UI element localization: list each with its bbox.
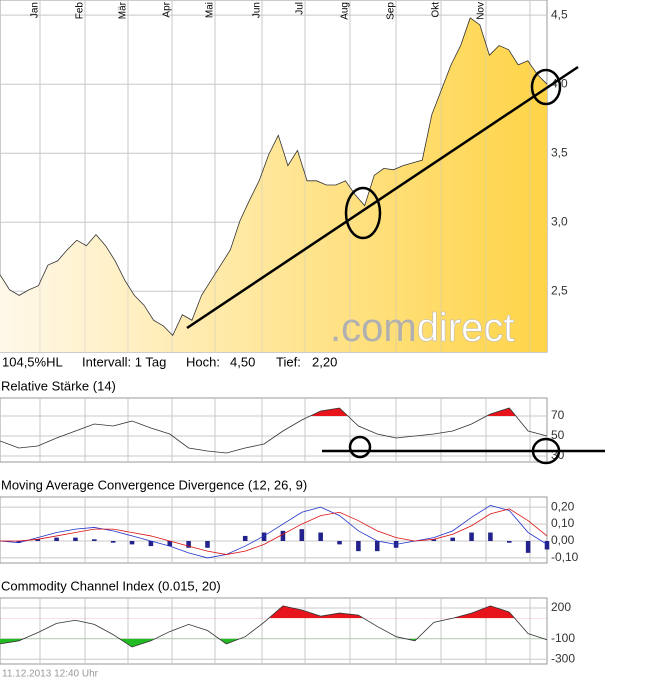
histogram-bar (374, 541, 380, 552)
y-tick-label: 70 (551, 408, 565, 422)
y-tick-label: -300 (551, 651, 575, 665)
oversold-fill (0, 638, 547, 647)
histogram-bar (318, 532, 323, 541)
indicator-line (0, 605, 548, 648)
month-label: Apr (162, 1, 173, 17)
histogram-bar (506, 541, 512, 543)
panel-title: Moving Average Convergence Divergence (1… (1, 477, 307, 492)
annotation (344, 186, 382, 240)
month-label: Aug (340, 2, 351, 20)
annotation (531, 437, 561, 465)
histogram-bar (450, 537, 455, 541)
month-label: Nov (476, 2, 487, 20)
info-low: 2,20 (312, 354, 337, 369)
y-tick-label: 0,20 (551, 499, 575, 513)
histogram-bar (186, 541, 191, 548)
histogram-bar (488, 532, 493, 541)
histogram-bar (205, 541, 210, 548)
price-line (0, 17, 548, 337)
info-range: 104,5%HL (2, 354, 63, 369)
y-tick-label: 50 (551, 428, 565, 442)
month-label: Feb (75, 2, 86, 20)
histogram-bar (242, 535, 248, 541)
indicator-line (0, 508, 548, 555)
month-label: Jun (252, 2, 263, 18)
histogram-bar (167, 541, 173, 547)
histogram-bar (35, 539, 41, 541)
month-label: Okt (431, 2, 442, 18)
histogram-bar (110, 541, 116, 543)
overbought-fill (0, 408, 547, 416)
month-label: Mär (118, 1, 129, 19)
watermark-name: direct (417, 306, 515, 350)
month-label: Jul (295, 2, 306, 15)
info-low-label: Tief: (276, 354, 301, 369)
y-tick-label: -0,10 (551, 550, 579, 564)
y-tick-label: 2,5 (551, 283, 568, 297)
panel-title: Commodity Channel Index (0.015, 20) (1, 578, 221, 593)
price-area (0, 17, 547, 352)
panel-background (0, 597, 548, 665)
panel-title: Relative Stärke (14) (1, 378, 116, 393)
y-tick-label: 0,00 (551, 533, 575, 547)
watermark: .comdirect (330, 306, 515, 350)
histogram-bar (16, 541, 22, 543)
histogram-bar (356, 541, 361, 552)
info-interval: Intervall: 1 Tag (82, 354, 166, 369)
histogram-bar (92, 539, 97, 541)
y-tick-label: 3,0 (551, 214, 568, 228)
y-tick-label: -100 (551, 631, 575, 645)
histogram-bar (261, 532, 267, 541)
histogram-bar (280, 530, 286, 541)
histogram-bar (544, 541, 550, 550)
histogram-bar (148, 541, 154, 547)
y-tick-label: 3,5 (551, 145, 568, 159)
month-label: Sep (386, 2, 397, 20)
info-high-label: Hoch: (186, 354, 220, 369)
histogram-bar (129, 541, 135, 545)
indicator-line (0, 407, 548, 454)
histogram-bar (525, 541, 531, 553)
y-tick-label: 4,5 (551, 7, 568, 21)
annotation (186, 65, 579, 330)
annotation (348, 435, 372, 459)
watermark-prefix: .com (330, 306, 417, 350)
panel-background (0, 397, 548, 463)
histogram-bar (299, 529, 305, 541)
histogram-bar (337, 541, 342, 545)
histogram-bar (54, 537, 59, 541)
annotations (186, 65, 605, 465)
timestamp: 11.12.2013 12:40 Uhr (2, 669, 99, 680)
y-tick-label: 200 (551, 600, 571, 614)
histogram-bar (469, 532, 474, 541)
indicator-line (0, 505, 548, 559)
annotation (530, 68, 562, 106)
histogram-bar (73, 537, 78, 541)
month-label: Jan (30, 2, 41, 18)
info-high: 4,50 (230, 354, 255, 369)
overbought-fill (268, 605, 515, 619)
y-tick-label: 0,10 (551, 516, 575, 530)
month-label: Mai (205, 2, 216, 18)
histogram-bar (431, 539, 437, 541)
